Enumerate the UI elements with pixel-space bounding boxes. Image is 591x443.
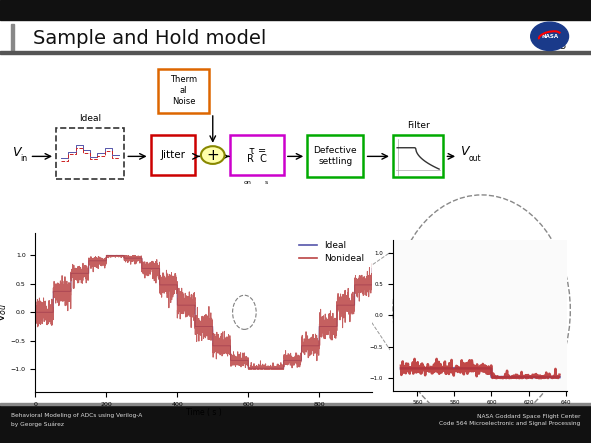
Line: Nonideal: Nonideal [35,255,372,369]
Text: Therm
al
Noise: Therm al Noise [170,75,197,106]
Bar [11,24,14,51]
Ideal [174,282,181,288]
Ideal [103,253,110,258]
Ideal [277,365,284,371]
Nonideal [254,367,261,372]
Bar [0,0,591,20]
Ideal [342,303,349,308]
Bar [307,135,363,177]
Nonideal [192,326,199,331]
Bar [0,405,591,443]
Ideal [192,324,199,329]
Text: Sample and Hold model: Sample and Hold model [33,30,266,48]
Nonideal [277,366,284,371]
Nonideal [369,261,376,266]
Text: Defective
settling: Defective settling [314,146,357,166]
Line: Ideal: Ideal [35,256,372,368]
Text: τ =: τ = [249,146,265,155]
Text: s: s [265,180,268,185]
Text: in: in [20,154,27,163]
Circle shape [201,146,225,164]
Circle shape [531,22,569,51]
Ideal [369,266,376,271]
Bar [0,403,591,405]
Nonideal [116,253,123,258]
Bar [158,69,209,113]
Text: NASA Goddard Space Flight Center
Code 564 Microelectronic and Signal Processing: NASA Goddard Space Flight Center Code 56… [439,414,580,426]
Text: +: + [206,148,219,163]
Nonideal [176,299,183,305]
Ideal [245,365,252,371]
Text: R  C: R C [247,155,267,164]
Ideal [32,310,39,315]
Nonideal [359,283,366,288]
Nonideal [32,299,39,304]
Text: 15: 15 [555,41,567,51]
Bar [393,135,443,177]
Ideal [176,303,183,308]
Text: V: V [460,145,468,159]
Text: V: V [12,146,21,159]
Bar [0,51,591,54]
Nonideal [342,288,349,293]
Y-axis label: V$_{ou}$: V$_{ou}$ [0,303,9,322]
Text: Jitter: Jitter [160,150,186,160]
Text: NASA: NASA [541,34,558,39]
Nonideal [174,284,181,290]
X-axis label: Time ( s ): Time ( s ) [186,408,222,417]
Text: on: on [243,180,252,185]
Text: out: out [469,154,481,163]
Ideal [359,282,366,288]
Text: Ideal: Ideal [79,114,101,123]
Bar [151,135,195,175]
Text: Filter: Filter [407,121,430,130]
Bar [56,128,124,179]
Text: Behavioral Modeling of ADCs using Verilog-A
by George Suárez: Behavioral Modeling of ADCs using Verilo… [11,413,142,427]
Bar [230,135,284,175]
Legend: Ideal, Nonideal: Ideal, Nonideal [295,237,368,267]
